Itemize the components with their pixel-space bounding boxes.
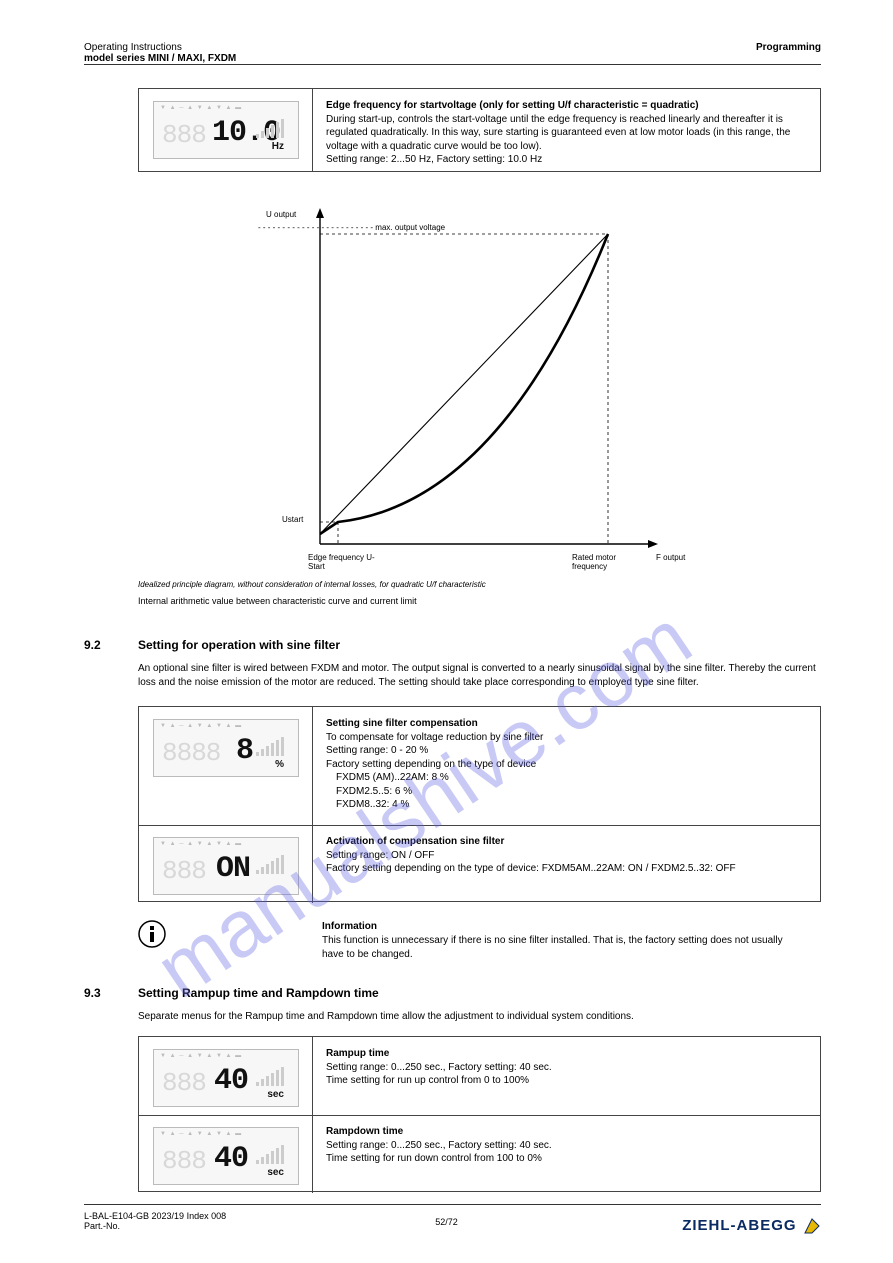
chart-xtick2: Rated motor frequency bbox=[572, 553, 642, 571]
lcd-main-digits: 40 bbox=[214, 1064, 248, 1098]
table1-body: Edge frequency for startvoltage (only fo… bbox=[314, 89, 820, 171]
table2-r1-title: Setting sine filter compensation bbox=[326, 717, 808, 731]
table3-r1-line2: Time setting for run up control from 0 t… bbox=[326, 1074, 808, 1088]
lcd-display: ▼ ▲ ─ ▲ ▼ ▲ ▼ ▲ ▬ 888 ON bbox=[153, 837, 299, 895]
lcd-unit: sec bbox=[267, 1167, 284, 1178]
table1-text2: Setting range: 2...50 Hz, Factory settin… bbox=[326, 153, 808, 167]
lcd-bars-icon bbox=[256, 854, 290, 874]
lcd-dim-digits: 888 bbox=[162, 1146, 206, 1176]
lcd-main-digits: 8 bbox=[236, 734, 253, 768]
footer-divider bbox=[84, 1204, 821, 1205]
lcd-cell-sine-activate: ▼ ▲ ─ ▲ ▼ ▲ ▼ ▲ ▬ 888 ON bbox=[139, 825, 313, 903]
lcd-display: ▼ ▲ ─ ▲ ▼ ▲ ▼ ▲ ▬ 8888 8 % bbox=[153, 719, 299, 777]
lcd-bars-icon bbox=[256, 736, 290, 756]
header-left-line1: Operating Instructions bbox=[84, 42, 236, 53]
footer-logo-text: ZIEHL-ABEGG bbox=[682, 1217, 796, 1234]
footer-logo-icon bbox=[803, 1217, 821, 1235]
chart-caption1: Idealized principle diagram, without con… bbox=[138, 580, 818, 589]
section-93-intro: Separate menus for the Rampup time and R… bbox=[138, 1010, 818, 1024]
lcd-dim-digits: 888 bbox=[162, 120, 206, 150]
lcd-unit: Hz bbox=[272, 141, 284, 152]
section-93: 9.3 bbox=[84, 984, 101, 1002]
section-92: 9.2 bbox=[84, 636, 101, 654]
table3-r2-line1: Setting range: 0...250 sec., Factory set… bbox=[326, 1139, 808, 1153]
table2-r1-b2: FXDM2.5..5: 6 % bbox=[336, 785, 808, 799]
table2-row1-body: Setting sine filter compensation To comp… bbox=[314, 707, 820, 825]
lcd-cell-edge-freq: ▼ ▲ ─ ▲ ▼ ▲ ▼ ▲ ▬ 888 10.0 Hz bbox=[139, 89, 313, 171]
table2-r2-title: Activation of compensation sine filter bbox=[326, 835, 808, 849]
chart-ylabel: U output bbox=[266, 210, 296, 219]
lcd-cell-rampdown: ▼ ▲ ─ ▲ ▼ ▲ ▼ ▲ ▬ 888 40 sec bbox=[139, 1115, 313, 1193]
table2-r1-line2: Setting range: 0 - 20 % bbox=[326, 744, 808, 758]
section-92-title: Setting for operation with sine filter bbox=[138, 638, 340, 652]
lcd-bars-icon bbox=[256, 1144, 290, 1164]
note-block: Information This function is unnecessary… bbox=[322, 920, 802, 962]
section-92-intro: An optional sine filter is wired between… bbox=[138, 662, 818, 689]
table-ramp-times: ▼ ▲ ─ ▲ ▼ ▲ ▼ ▲ ▬ 888 40 sec Rampup time… bbox=[138, 1036, 821, 1192]
chart-xtick1: Edge frequency U-Start bbox=[308, 553, 378, 571]
lcd-cell-sine-comp: ▼ ▲ ─ ▲ ▼ ▲ ▼ ▲ ▬ 8888 8 % bbox=[139, 707, 313, 825]
header-left: Operating Instructions model series MINI… bbox=[84, 42, 236, 64]
chart-xlabel: F output bbox=[656, 553, 685, 562]
table3-r1-title: Rampup time bbox=[326, 1047, 808, 1061]
lcd-icon-row: ▼ ▲ ─ ▲ ▼ ▲ ▼ ▲ ▬ bbox=[160, 1053, 242, 1059]
table3-row1-body: Rampup time Setting range: 0...250 sec.,… bbox=[314, 1037, 820, 1115]
table2-row2-body: Activation of compensation sine filter S… bbox=[314, 825, 820, 903]
table3-row2-body: Rampdown time Setting range: 0...250 sec… bbox=[314, 1115, 820, 1193]
section-93-num: 9.3 bbox=[84, 986, 101, 1000]
table2-r1-b1: FXDM5 (AM)..22AM: 8 % bbox=[336, 771, 808, 785]
uf-chart bbox=[300, 204, 660, 569]
lcd-icon-row: ▼ ▲ ─ ▲ ▼ ▲ ▼ ▲ ▬ bbox=[160, 841, 242, 847]
lcd-icon-row: ▼ ▲ ─ ▲ ▼ ▲ ▼ ▲ ▬ bbox=[160, 105, 242, 111]
info-icon bbox=[138, 920, 166, 953]
table1-title: Edge frequency for startvoltage (only fo… bbox=[326, 99, 808, 113]
table3-r2-line2: Time setting for run down control from 1… bbox=[326, 1152, 808, 1166]
table-edge-frequency: ▼ ▲ ─ ▲ ▼ ▲ ▼ ▲ ▬ 888 10.0 Hz Edge frequ… bbox=[138, 88, 821, 172]
lcd-unit: sec bbox=[267, 1089, 284, 1100]
footer-logo: ZIEHL-ABEGG bbox=[682, 1217, 821, 1235]
chart-ytick: Ustart bbox=[282, 515, 303, 524]
table-sine-filter: ▼ ▲ ─ ▲ ▼ ▲ ▼ ▲ ▬ 8888 8 % Setting sine … bbox=[138, 706, 821, 902]
header-divider bbox=[84, 64, 821, 65]
table2-r1-line1: To compensate for voltage reduction by s… bbox=[326, 731, 808, 745]
lcd-display: ▼ ▲ ─ ▲ ▼ ▲ ▼ ▲ ▬ 888 40 sec bbox=[153, 1049, 299, 1107]
lcd-display: ▼ ▲ ─ ▲ ▼ ▲ ▼ ▲ ▬ 888 10.0 Hz bbox=[153, 101, 299, 159]
lcd-main-digits: ON bbox=[216, 852, 250, 886]
lcd-dim-digits: 888 bbox=[162, 856, 206, 886]
note-title: Information bbox=[322, 920, 802, 934]
lcd-dim-digits: 888 bbox=[162, 1068, 206, 1098]
section-92-num: 9.2 bbox=[84, 638, 101, 652]
lcd-icon-row: ▼ ▲ ─ ▲ ▼ ▲ ▼ ▲ ▬ bbox=[160, 1131, 242, 1137]
section-92-block: Setting for operation with sine filter A… bbox=[138, 636, 818, 689]
header-left-line2: model series MINI / MAXI, FXDM bbox=[84, 53, 236, 64]
chart-caption2: Internal arithmetic value between charac… bbox=[138, 596, 818, 606]
table1-text1: During start-up, controls the start-volt… bbox=[326, 113, 808, 154]
table2-r1-b3: FXDM8..32: 4 % bbox=[336, 798, 808, 812]
lcd-main-digits: 40 bbox=[214, 1142, 248, 1176]
lcd-unit: % bbox=[275, 759, 284, 770]
table3-r1-line1: Setting range: 0...250 sec., Factory set… bbox=[326, 1061, 808, 1075]
lcd-display: ▼ ▲ ─ ▲ ▼ ▲ ▼ ▲ ▬ 888 40 sec bbox=[153, 1127, 299, 1185]
table3-r2-title: Rampdown time bbox=[326, 1125, 808, 1139]
table2-r2-line2: Factory setting depending on the type of… bbox=[326, 862, 808, 876]
note-text: This function is unnecessary if there is… bbox=[322, 934, 802, 962]
lcd-bars-icon bbox=[256, 1066, 290, 1086]
lcd-icon-row: ▼ ▲ ─ ▲ ▼ ▲ ▼ ▲ ▬ bbox=[160, 723, 242, 729]
section-93-block: Setting Rampup time and Rampdown time Se… bbox=[138, 984, 818, 1024]
table2-r2-line1: Setting range: ON / OFF bbox=[326, 849, 808, 863]
lcd-cell-rampup: ▼ ▲ ─ ▲ ▼ ▲ ▼ ▲ ▬ 888 40 sec bbox=[139, 1037, 313, 1115]
lcd-dim-digits: 8888 bbox=[162, 738, 220, 768]
section-93-title: Setting Rampup time and Rampdown time bbox=[138, 986, 379, 1000]
chart-ytop-label: - - - - - - - - - - - - - - - - - - - - … bbox=[258, 223, 445, 232]
table2-r1-line3: Factory setting depending on the type of… bbox=[326, 758, 808, 772]
header-right: Programming bbox=[756, 42, 821, 53]
lcd-bars-icon bbox=[256, 118, 290, 138]
